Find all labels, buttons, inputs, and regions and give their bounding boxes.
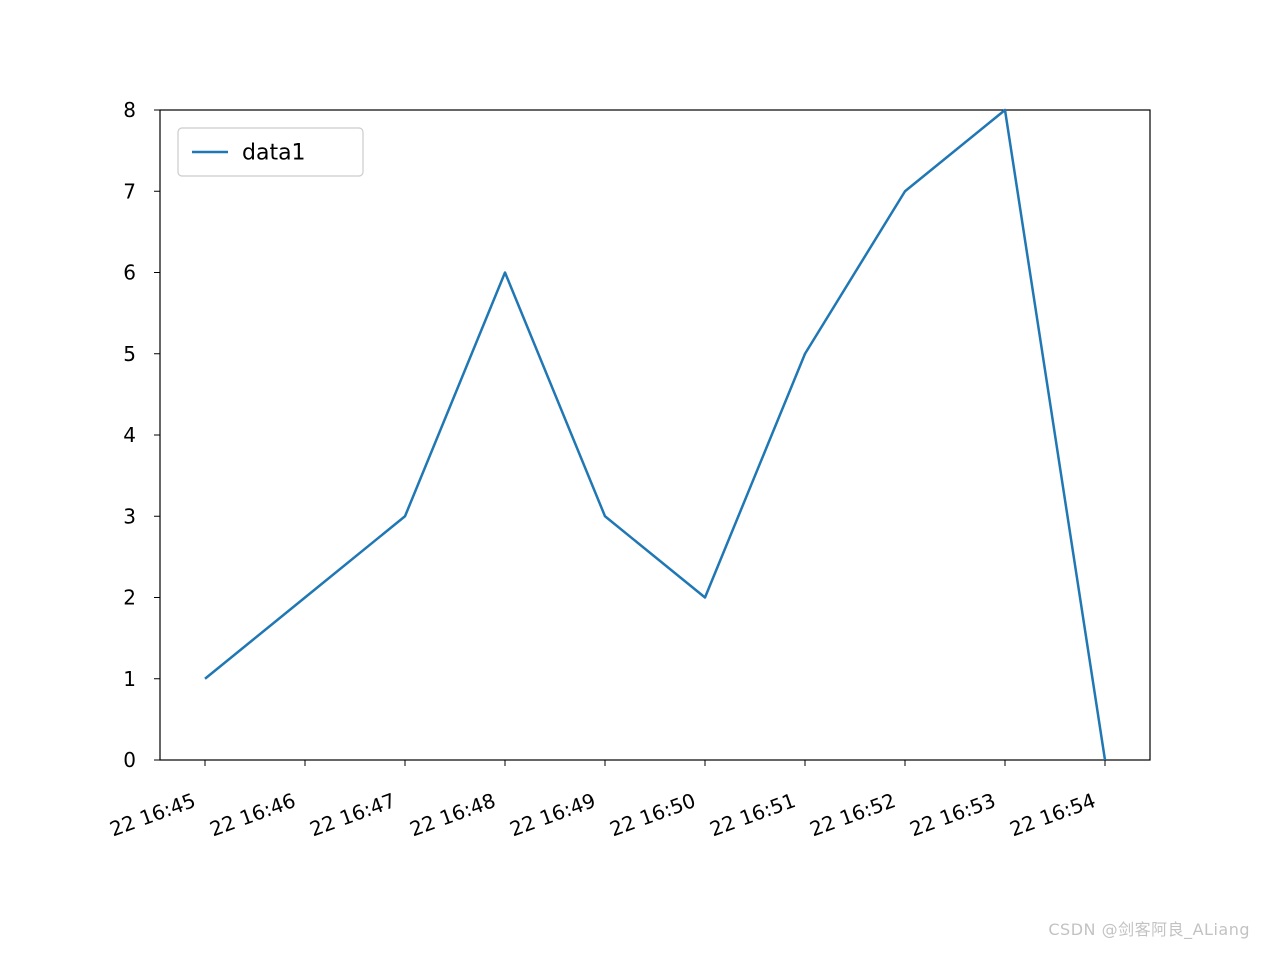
y-tick-label: 5: [123, 342, 136, 366]
y-tick-label: 0: [123, 748, 136, 772]
y-tick-label: 7: [123, 179, 136, 203]
line-chart: 01234567822 16:4522 16:4622 16:4722 16:4…: [0, 0, 1280, 960]
y-tick-label: 4: [123, 423, 136, 447]
y-tick-label: 3: [123, 504, 136, 528]
y-tick-label: 8: [123, 98, 136, 122]
y-tick-label: 6: [123, 261, 136, 285]
y-tick-label: 2: [123, 586, 136, 610]
y-tick-label: 1: [123, 667, 136, 691]
chart-container: 01234567822 16:4522 16:4622 16:4722 16:4…: [0, 0, 1280, 960]
legend-label: data1: [242, 141, 306, 166]
watermark-text: CSDN @剑客阿良_ALiang: [1048, 916, 1250, 940]
